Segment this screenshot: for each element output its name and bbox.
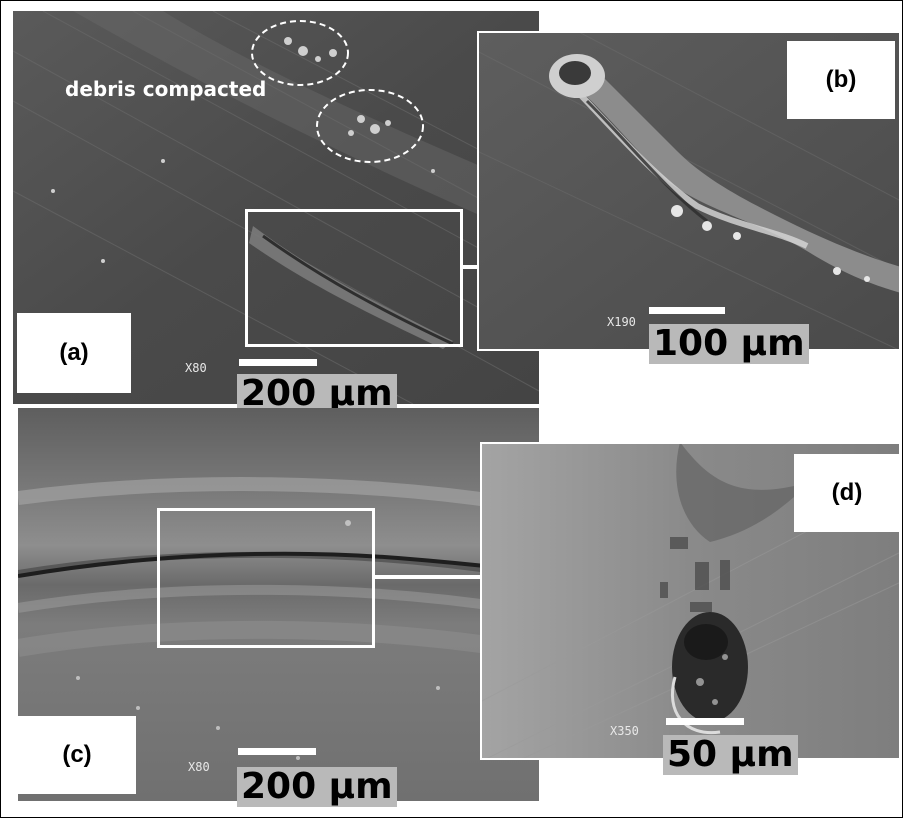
- zoom-region-c: [157, 508, 375, 648]
- panel-b-texture: [477, 31, 901, 351]
- panel-d-image: (d) X350: [480, 442, 901, 760]
- panel-c-scale-label: 200 µm: [237, 767, 397, 807]
- panel-d-border: [480, 442, 901, 760]
- debris-annotation: debris compacted: [65, 77, 267, 101]
- panel-a-magnification: X80: [185, 361, 207, 375]
- panel-c-magnification: X80: [188, 760, 210, 774]
- panel-d-scale-label: 50 µm: [663, 735, 798, 775]
- panel-b-border: [477, 31, 901, 351]
- panel-d-magnification: X350: [610, 724, 639, 738]
- panel-b-label: (b): [787, 41, 895, 119]
- panel-c-image: (c) X80: [18, 408, 539, 801]
- panel-a-image: debris compacted (a) X80: [13, 11, 539, 404]
- panel-b-scalebar: [649, 307, 725, 314]
- panel-b-image: (b) X190: [477, 31, 901, 351]
- panel-b-magnification: X190: [607, 315, 636, 329]
- panel-a-scalebar: [239, 359, 317, 366]
- panel-c-scalebar: [238, 748, 316, 755]
- panel-a-scale-label: 200 µm: [237, 374, 397, 414]
- panel-b-scale-label: 100 µm: [649, 324, 809, 364]
- debris-ellipse-1: [251, 20, 349, 86]
- debris-ellipse-2: [316, 89, 424, 163]
- panel-d-label: (d): [794, 454, 900, 532]
- zoom-region-a: [245, 209, 463, 347]
- panel-a-label: (a): [17, 313, 131, 393]
- panel-c-label: (c): [18, 716, 136, 794]
- panel-d-scalebar: [666, 718, 744, 725]
